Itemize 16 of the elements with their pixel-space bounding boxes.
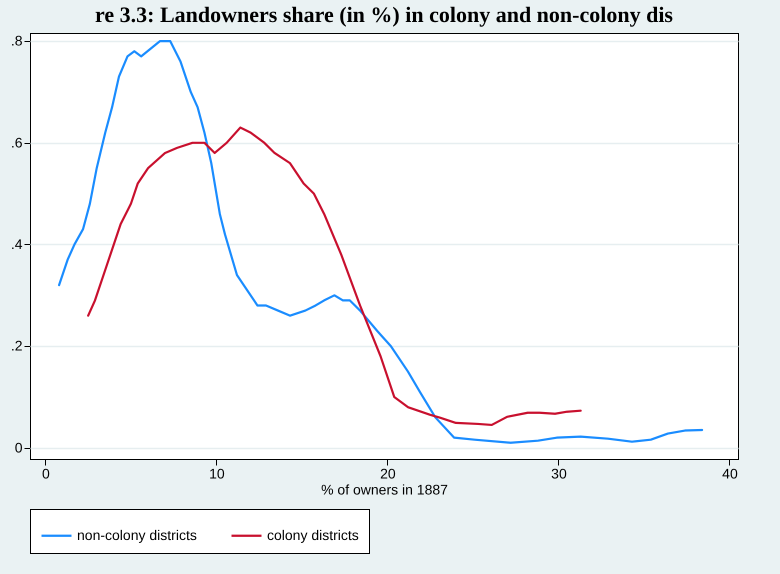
line-series [87,126,582,426]
y-tick-label: .2 [10,338,23,354]
legend-label: colony districts [267,526,359,543]
y-tick-label: .6 [10,134,23,150]
y-tick-label: .4 [10,236,23,252]
chart-title: re 3.3: Landowners share (in %) in colony and non-colony dis [95,2,674,27]
y-tick-label: 0 [14,439,23,456]
line-series [58,40,704,444]
x-tick-label: 20 [380,466,396,482]
x-tick-label: 40 [722,466,738,482]
x-tick-label: 10 [209,466,225,482]
x-axis-title: % of owners in 1887 [321,482,448,498]
x-tick-label: 30 [551,466,567,482]
x-tick-label: 0 [42,466,50,482]
y-tick-label: .8 [10,32,23,49]
legend-label: non-colony districts [77,526,197,543]
